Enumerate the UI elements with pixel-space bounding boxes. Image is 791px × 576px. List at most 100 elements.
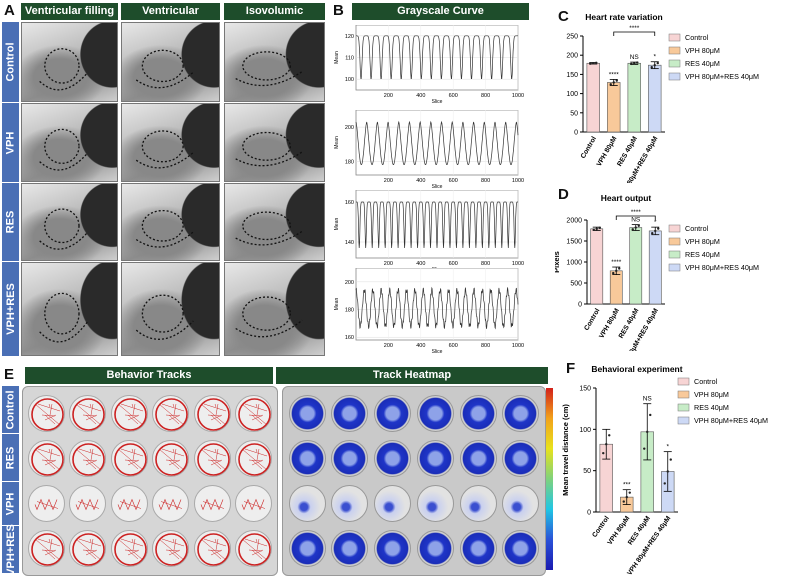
data-point (608, 434, 611, 437)
gs-xtick: 600 (449, 93, 458, 99)
swim-track (197, 398, 230, 431)
gs-xlabel: Slice (432, 184, 443, 190)
gs-ytick: 160 (345, 200, 354, 206)
heart-outline-res-3 (235, 211, 303, 246)
significance-label: **** (609, 71, 620, 78)
gs-xtick: 800 (481, 178, 490, 184)
micrograph-vph-res-2 (121, 262, 220, 356)
data-point (605, 443, 608, 446)
gs-xtick: 600 (449, 261, 458, 267)
data-point (653, 63, 656, 67)
significance-label: NS (630, 54, 640, 61)
data-point (615, 79, 618, 82)
bar-1 (586, 62, 600, 133)
micrograph-vph-3 (224, 103, 325, 182)
bar-1 (590, 228, 604, 305)
heart-outline-res-2 (135, 209, 194, 248)
grayscale-plot-4: Mean 200 180 160 200 400 600 800 1000 Slice (334, 268, 524, 355)
swim-track (113, 398, 147, 431)
category-label: RES 40μM (616, 135, 639, 168)
gs-xtick: 800 (481, 261, 490, 267)
data-point (643, 447, 646, 450)
data-point (589, 62, 592, 65)
panel-label-b: B (333, 2, 344, 19)
gs-xlabel: Slice (432, 99, 443, 105)
gs-xtick: 400 (416, 261, 425, 267)
header-track-heatmap: Track Heatmap (276, 367, 548, 384)
legend-label: RES 40μM (685, 59, 720, 68)
well-vph-3 (374, 485, 412, 522)
legend-swatch (677, 390, 690, 399)
legend-swatch (668, 33, 681, 42)
bar-3 (627, 62, 641, 133)
data-point (609, 83, 612, 86)
gs-curve (356, 35, 519, 79)
well-vph-res-1 (288, 530, 326, 567)
chart-title: Heart output (601, 193, 652, 203)
micrograph-control-1 (21, 22, 118, 102)
y-tick-label: 1000 (566, 260, 582, 267)
chart-ylabel: Heart rate (555, 66, 557, 101)
grayscale-plot-3: Mean1601402004006008001000Slice (334, 190, 524, 273)
swim-track (72, 398, 105, 431)
bar-4 (648, 230, 662, 305)
well-control-4 (416, 395, 454, 432)
well-vph-res-2 (69, 530, 107, 567)
swim-track (159, 498, 183, 511)
y-tick-label: 250 (566, 34, 578, 41)
legend-swatch (677, 416, 690, 425)
header-grayscale-curve: Grayscale Curve (352, 3, 529, 20)
gs-xtick: 1000 (512, 261, 524, 267)
well-control-5 (459, 395, 497, 432)
well-vph-res-3 (110, 530, 148, 567)
data-point (592, 62, 595, 65)
y-tick-label: 150 (566, 72, 578, 79)
gs-curve (355, 286, 519, 330)
legend-label: VPH 80μM+RES 40μM (685, 263, 759, 272)
well-res-1 (27, 440, 65, 477)
micrograph-res-3 (224, 183, 325, 261)
swim-track (200, 498, 224, 511)
gs-xtick: 400 (416, 178, 425, 184)
row-label-control: Control (2, 22, 19, 102)
header-isovolumic-diastolic: Isovolumic diastolic (224, 3, 325, 34)
chart-ylabel: Pixels (555, 251, 561, 273)
y-tick-label: 0 (587, 510, 591, 517)
legend-label: Control (685, 224, 709, 233)
well-vph-6 (502, 485, 540, 522)
e-row-label-res: RES (2, 434, 19, 481)
y-tick-label: 500 (570, 281, 582, 288)
gs-xtick: 400 (416, 93, 425, 99)
well-res-5 (193, 440, 231, 477)
gs-ylabel: Mean (334, 136, 340, 149)
panel-label-f: F (566, 360, 576, 377)
well-vph-res-6 (235, 530, 273, 567)
gs-xtick: 600 (449, 343, 458, 349)
well-vph-1 (288, 485, 326, 522)
data-point (633, 62, 636, 65)
heart-outline-vph-3 (235, 131, 303, 167)
well-vph-1 (27, 485, 65, 522)
behavior-tracks-plate (22, 386, 278, 576)
gs-ytick: 110 (345, 56, 354, 62)
bar-2 (609, 270, 623, 305)
well-control-6 (502, 395, 540, 432)
swim-track (72, 443, 105, 476)
data-point (666, 470, 669, 473)
significance-label: * (666, 444, 669, 451)
category-label: Control (580, 135, 598, 160)
heart-outline-vph-res-1 (39, 292, 89, 343)
significance-label: NS (643, 396, 653, 403)
category-label: Control (583, 307, 601, 332)
data-point (615, 269, 618, 273)
significance-label: **** (611, 259, 622, 266)
data-point (618, 267, 621, 270)
well-control-3 (110, 395, 148, 432)
well-control-6 (235, 395, 273, 432)
swim-track (197, 443, 230, 476)
gs-ylabel: Mean (334, 51, 340, 64)
gs-ytick: 200 (345, 280, 354, 286)
well-vph-res-6 (502, 530, 540, 567)
row-label-res: RES (2, 183, 19, 261)
heart-outline-vph-res-2 (135, 294, 194, 340)
